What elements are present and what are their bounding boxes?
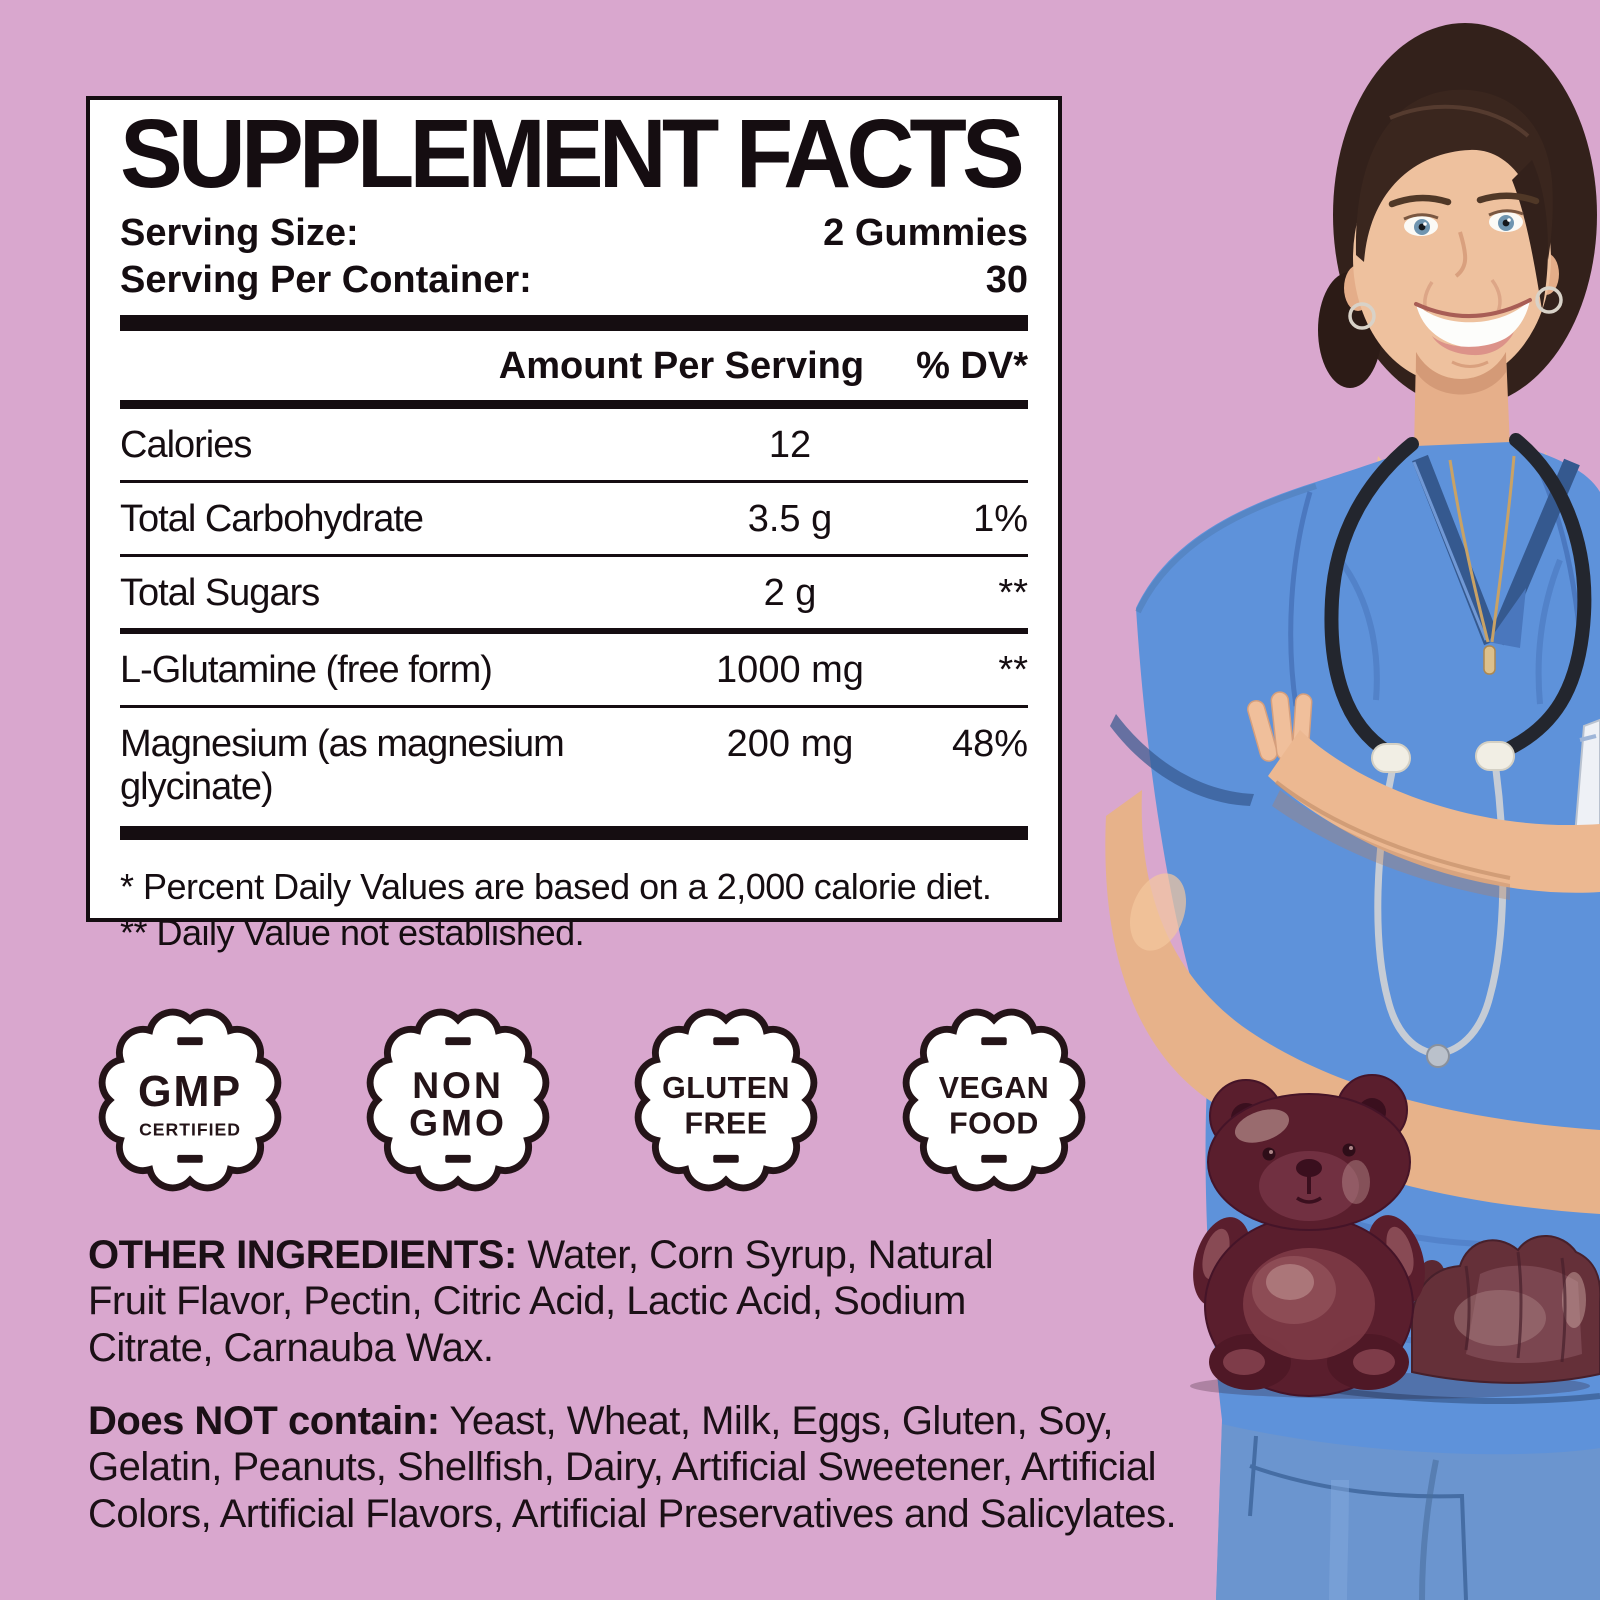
badge-line2: GMO [409,1101,507,1143]
table-row: Magnesium (as magnesium glycinate) 200 m… [120,708,1028,822]
other-ingredients-text: Water, Corn Syrup, Natural Fruit Flavor,… [88,1233,994,1370]
facts-header-row: Amount Per Serving % DV* [120,331,1028,400]
seal-icon [366,1008,550,1192]
table-row: Total Sugars 2 g ** [120,557,1028,628]
nutrient-amount: 200 mg [726,722,854,765]
other-ingredients-label: OTHER INGREDIENTS: [88,1233,517,1277]
seal-icon [902,1008,1086,1192]
does-not-contain-paragraph: Does NOT contain: Yeast, Wheat, Milk, Eg… [88,1398,1228,1537]
nutrient-dv: 1% [973,497,1028,540]
nutrient-name: Total Sugars [120,571,320,614]
seal-icon [98,1008,282,1192]
nutrient-name: L-Glutamine (free form) [120,648,493,691]
nutrient-name: Calories [120,423,252,466]
badge-line2: FREE [685,1106,768,1140]
badge-line1: GMP [138,1068,242,1116]
hoop-earring-right [1535,286,1563,314]
badge-line1: VEGAN [939,1071,1049,1105]
panel-title: SUPPLEMENT FACTS [120,99,1025,208]
divider-medium [120,399,1028,409]
gmp-certified-badge: GMP CERTIFIED [92,1002,288,1198]
seal-icon [634,1008,818,1192]
clipboard [1572,718,1600,858]
gluten-free-badge: GLUTEN FREE [628,1002,824,1198]
badge-line2: CERTIFIED [139,1119,241,1139]
row-divider [120,553,1028,557]
nutrient-dv: 48% [951,722,1028,765]
serving-info: Serving Size: 2 Gummies Serving Per Cont… [120,210,1028,303]
stethoscope-eartip [1371,743,1411,773]
hoop-earring-left [1348,302,1376,330]
table-row: Calories 12 [120,409,1028,480]
seal-dash-top [713,1037,739,1046]
badge-line1: GLUTEN [662,1071,790,1105]
row-divider [120,627,1028,634]
amount-column-header: Amount Per Serving [498,344,865,387]
pants-pocket [1248,1435,1468,1600]
stethoscope-chestpiece [1426,1044,1450,1068]
badge-line2: FOOD [949,1106,1039,1140]
seal-dash-bottom [981,1154,1007,1163]
footnotes: * Percent Daily Values are based on a 2,… [120,864,1028,956]
other-ingredients-paragraph: OTHER INGREDIENTS: Water, Corn Syrup, Na… [88,1232,1043,1371]
nutrient-amount: 3.5 g [747,497,833,540]
row-divider [120,479,1028,483]
stethoscope-eartip [1475,741,1515,771]
nutrient-name: Total Carbohydrate [120,497,424,540]
footnote-daily-values: * Percent Daily Values are based on a 2,… [120,865,992,907]
divider-bottom [120,825,1028,840]
certification-badges: GMP CERTIFIED NON GMO GLUTEN FREE [92,1002,1092,1198]
does-not-contain-text: Yeast, Wheat, Milk, Eggs, Gluten, Soy, G… [88,1399,1177,1536]
seal-dash-top [445,1037,471,1046]
table-row: L-Glutamine (free form) 1000 mg ** [120,634,1028,705]
seal-dash-top [177,1037,203,1046]
gummy-bear-front [1193,1074,1425,1397]
nutrient-amount: 2 g [763,571,817,614]
seal-dash-bottom [445,1154,471,1163]
nutrient-amount: 12 [768,423,812,466]
gummy-bear-side [1411,1235,1600,1384]
non-gmo-badge: NON GMO [360,1002,556,1198]
serving-size-label: Serving Size: [120,212,359,255]
row-divider [120,704,1028,708]
does-not-contain-label: Does NOT contain: [88,1399,440,1443]
nutrient-amount: 1000 mg [716,648,864,691]
dv-column-header: % DV* [916,344,1028,387]
seal-dash-bottom [177,1154,203,1163]
scrubs-pants [1216,1371,1600,1600]
nutrient-dv: ** [998,571,1028,614]
servings-per-container-label: Serving Per Container: [120,258,532,301]
divider-thick [120,314,1028,331]
nutrient-dv: ** [998,648,1028,691]
seal-dash-top [981,1037,1007,1046]
servings-per-container-value: 30 [985,258,1028,301]
gummy-bears-image [1190,1074,1600,1399]
table-row: Total Carbohydrate 3.5 g 1% [120,483,1028,554]
nutrient-name: Magnesium (as magnesium glycinate) [120,722,565,808]
serving-size-value: 2 Gummies [823,212,1028,255]
face [1344,89,1563,384]
necklace [1448,455,1516,675]
supplement-facts-panel: SUPPLEMENT FACTS Serving Size: 2 Gummies… [86,96,1062,953]
vegan-food-badge: VEGAN FOOD [896,1002,1092,1198]
badge-line1: NON [412,1064,504,1106]
footnote-dv-not-established: ** Daily Value not established. [120,911,585,953]
seal-dash-bottom [713,1154,739,1163]
pendant [1483,645,1496,675]
